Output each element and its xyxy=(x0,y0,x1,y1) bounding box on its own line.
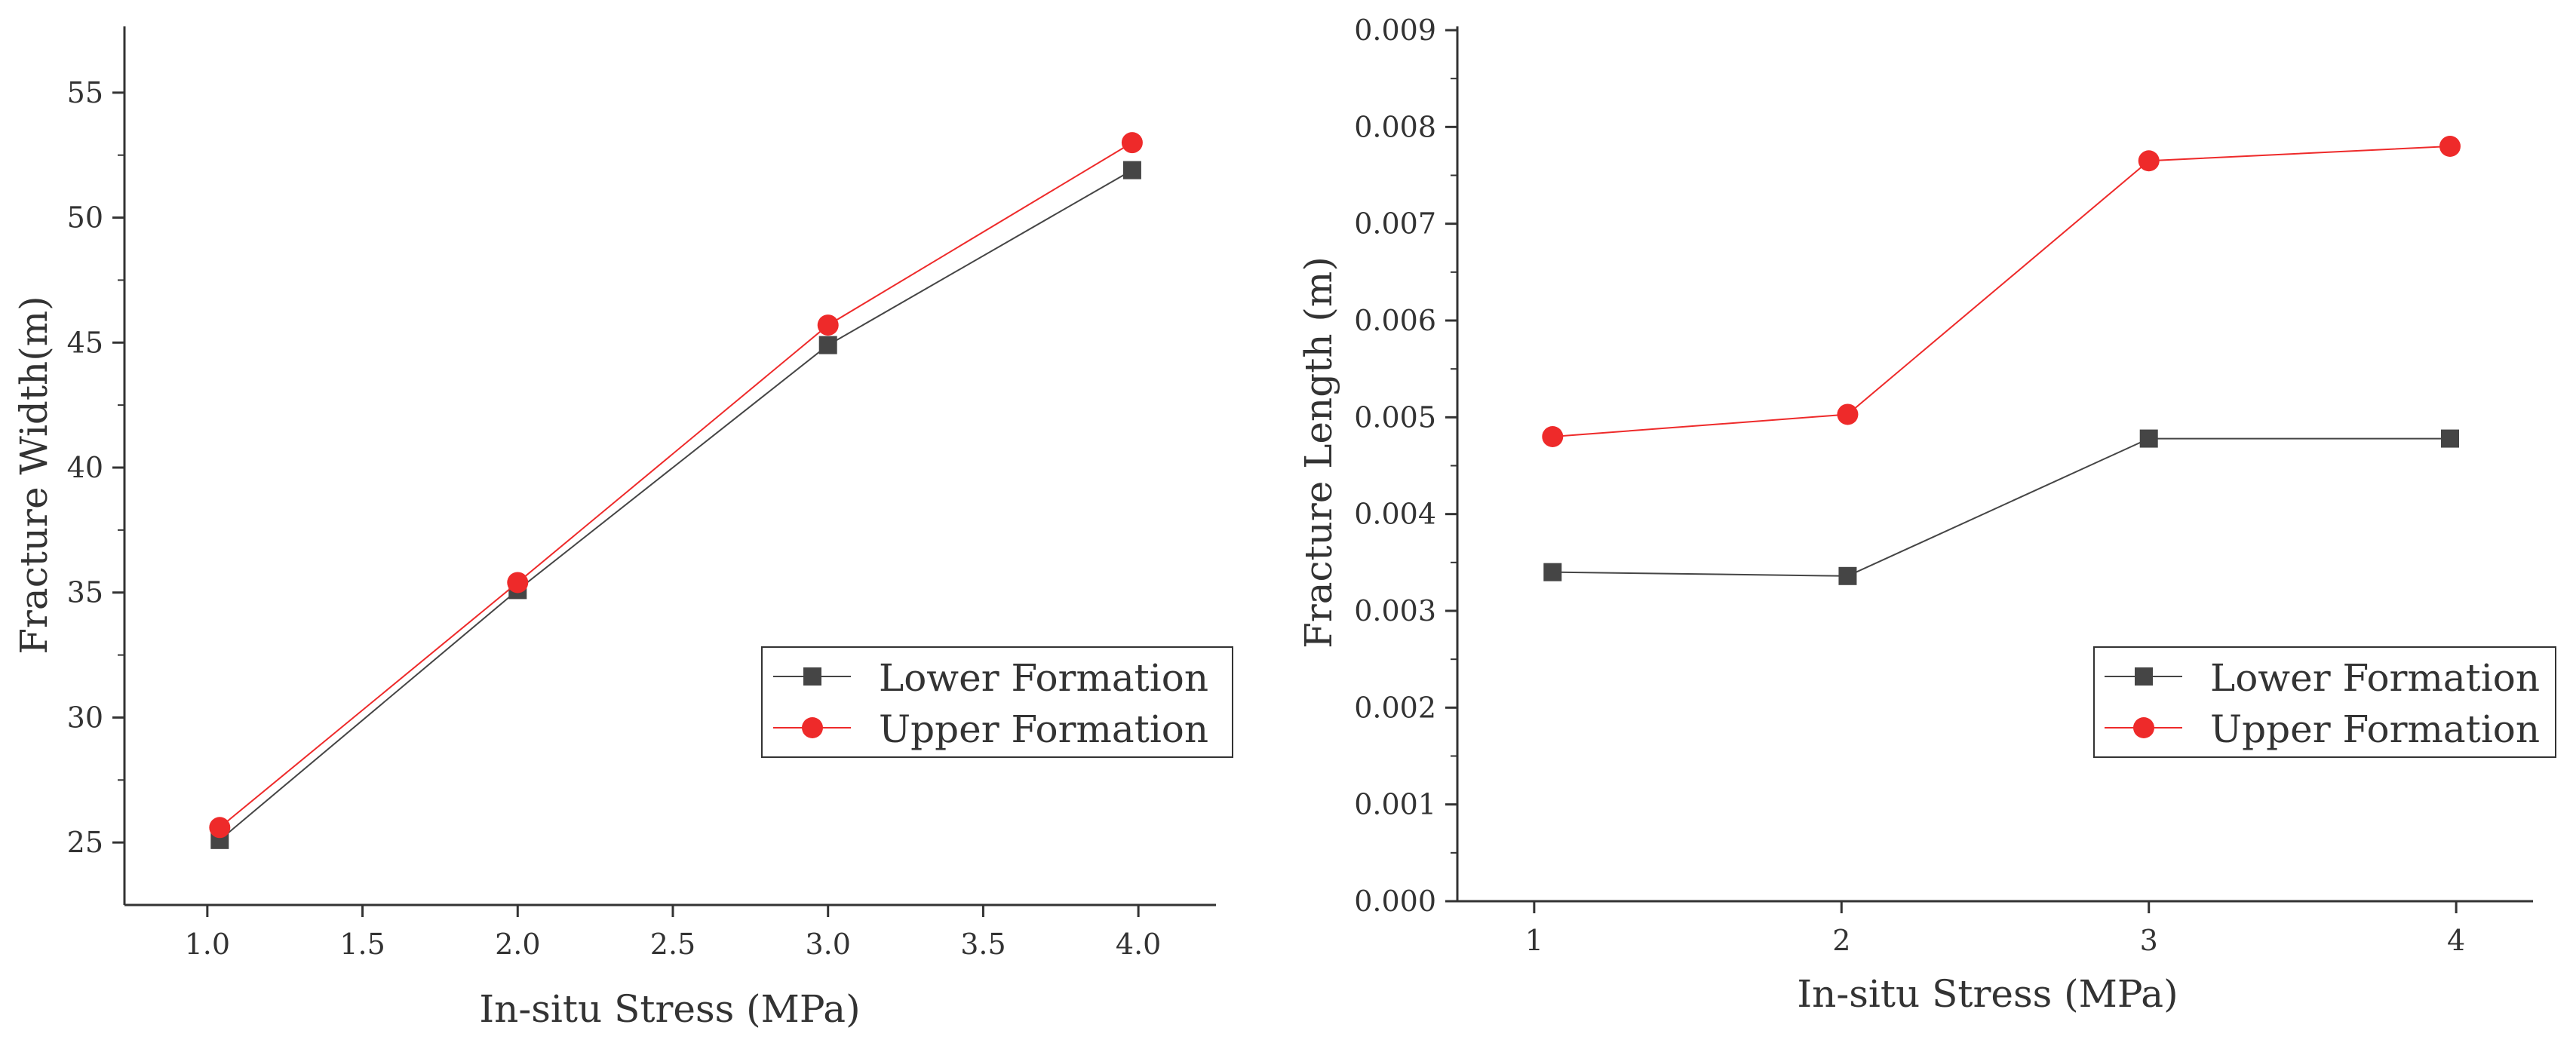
legend-marker-upper xyxy=(2133,717,2154,738)
x-tick-label: 3 xyxy=(2140,924,2158,957)
series-line-upper xyxy=(1552,146,2451,437)
y-tick-label: 0.009 xyxy=(1354,14,1436,47)
legend-box xyxy=(761,646,1233,758)
x-tick-label: 3.0 xyxy=(805,928,850,961)
x-tick-label: 3.5 xyxy=(960,928,1006,961)
series-line-upper xyxy=(219,142,1133,829)
y-tick-label: 0.002 xyxy=(1354,691,1436,724)
y-tick-label: 55 xyxy=(67,76,103,109)
data-point-upper xyxy=(1121,132,1143,154)
y-tick-label: 0.008 xyxy=(1354,110,1436,143)
legend-label-upper: Upper Formation xyxy=(879,707,1208,751)
legend-label-lower: Lower Formation xyxy=(879,656,1208,700)
data-point-upper xyxy=(2138,150,2160,172)
legend-label-lower: Lower Formation xyxy=(2210,656,2540,700)
data-point-lower xyxy=(818,336,837,354)
legend: Lower Formation Upper Formation xyxy=(761,646,1233,758)
y-tick-label: 0.007 xyxy=(1354,207,1436,241)
legend: Lower Formation Upper Formation xyxy=(2093,646,2556,758)
legend-box xyxy=(2093,646,2556,758)
y-tick-label: 0.003 xyxy=(1354,594,1436,627)
x-tick-label: 4.0 xyxy=(1116,928,1161,961)
data-point-lower xyxy=(1838,566,1857,585)
data-point-lower xyxy=(1543,563,1562,581)
legend-marker-lower xyxy=(803,667,821,686)
data-point-lower xyxy=(2139,429,2158,448)
data-point-upper xyxy=(1542,426,1564,447)
data-point-upper xyxy=(1837,403,1859,425)
series-line-lower xyxy=(1552,437,2450,577)
fracture-length-chart: 0.000 0.001 0.002 0.003 0.004 0.005 0.006 0.007… xyxy=(1297,14,2556,1016)
y-tick-label: 0.001 xyxy=(1354,788,1436,821)
legend-label-upper: Upper Formation xyxy=(2210,707,2540,751)
y-tick-label: 0.006 xyxy=(1354,304,1436,337)
fracture-width-chart: 25 30 35 40 45 50 55 1.0 1.5 2.0 2.5 3.0 3.5 4.0 In-s… xyxy=(12,26,1233,1031)
x-axis-title: In-situ Stress (MPa) xyxy=(1797,972,2178,1016)
x-axis-title: In-situ Stress (MPa) xyxy=(479,987,860,1031)
x-tick-label: 1.5 xyxy=(339,928,385,961)
y-tick-label: 30 xyxy=(67,701,103,734)
data-point-upper xyxy=(209,817,231,839)
y-tick-label: 0.005 xyxy=(1354,400,1436,434)
data-point-upper xyxy=(817,314,839,336)
x-tick-label: 2.0 xyxy=(495,928,540,961)
y-axis-title: Fracture Length (m) xyxy=(1297,256,1340,649)
y-tick-label: 45 xyxy=(67,326,103,359)
y-tick-label: 0.000 xyxy=(1354,885,1436,918)
y-tick-label: 40 xyxy=(67,451,103,484)
x-tick-label: 1 xyxy=(1525,924,1543,957)
x-tick-label: 1.0 xyxy=(185,928,230,961)
y-tick-label: 25 xyxy=(67,826,103,859)
series-line-lower xyxy=(219,169,1133,841)
y-tick-label: 0.004 xyxy=(1354,498,1436,531)
y-axis-title: Fracture Width(m) xyxy=(12,296,56,654)
x-tick-label: 4 xyxy=(2447,924,2465,957)
y-tick-label: 50 xyxy=(67,201,103,235)
legend-marker-lower xyxy=(2135,667,2153,686)
data-point-lower xyxy=(2440,429,2459,448)
data-point-upper xyxy=(507,572,529,594)
x-tick-label: 2 xyxy=(1832,924,1850,957)
y-tick-label: 35 xyxy=(67,576,103,609)
legend-marker-upper xyxy=(802,717,823,738)
x-tick-label: 2.5 xyxy=(650,928,695,961)
data-point-lower xyxy=(1122,161,1141,179)
data-point-upper xyxy=(2439,136,2461,157)
